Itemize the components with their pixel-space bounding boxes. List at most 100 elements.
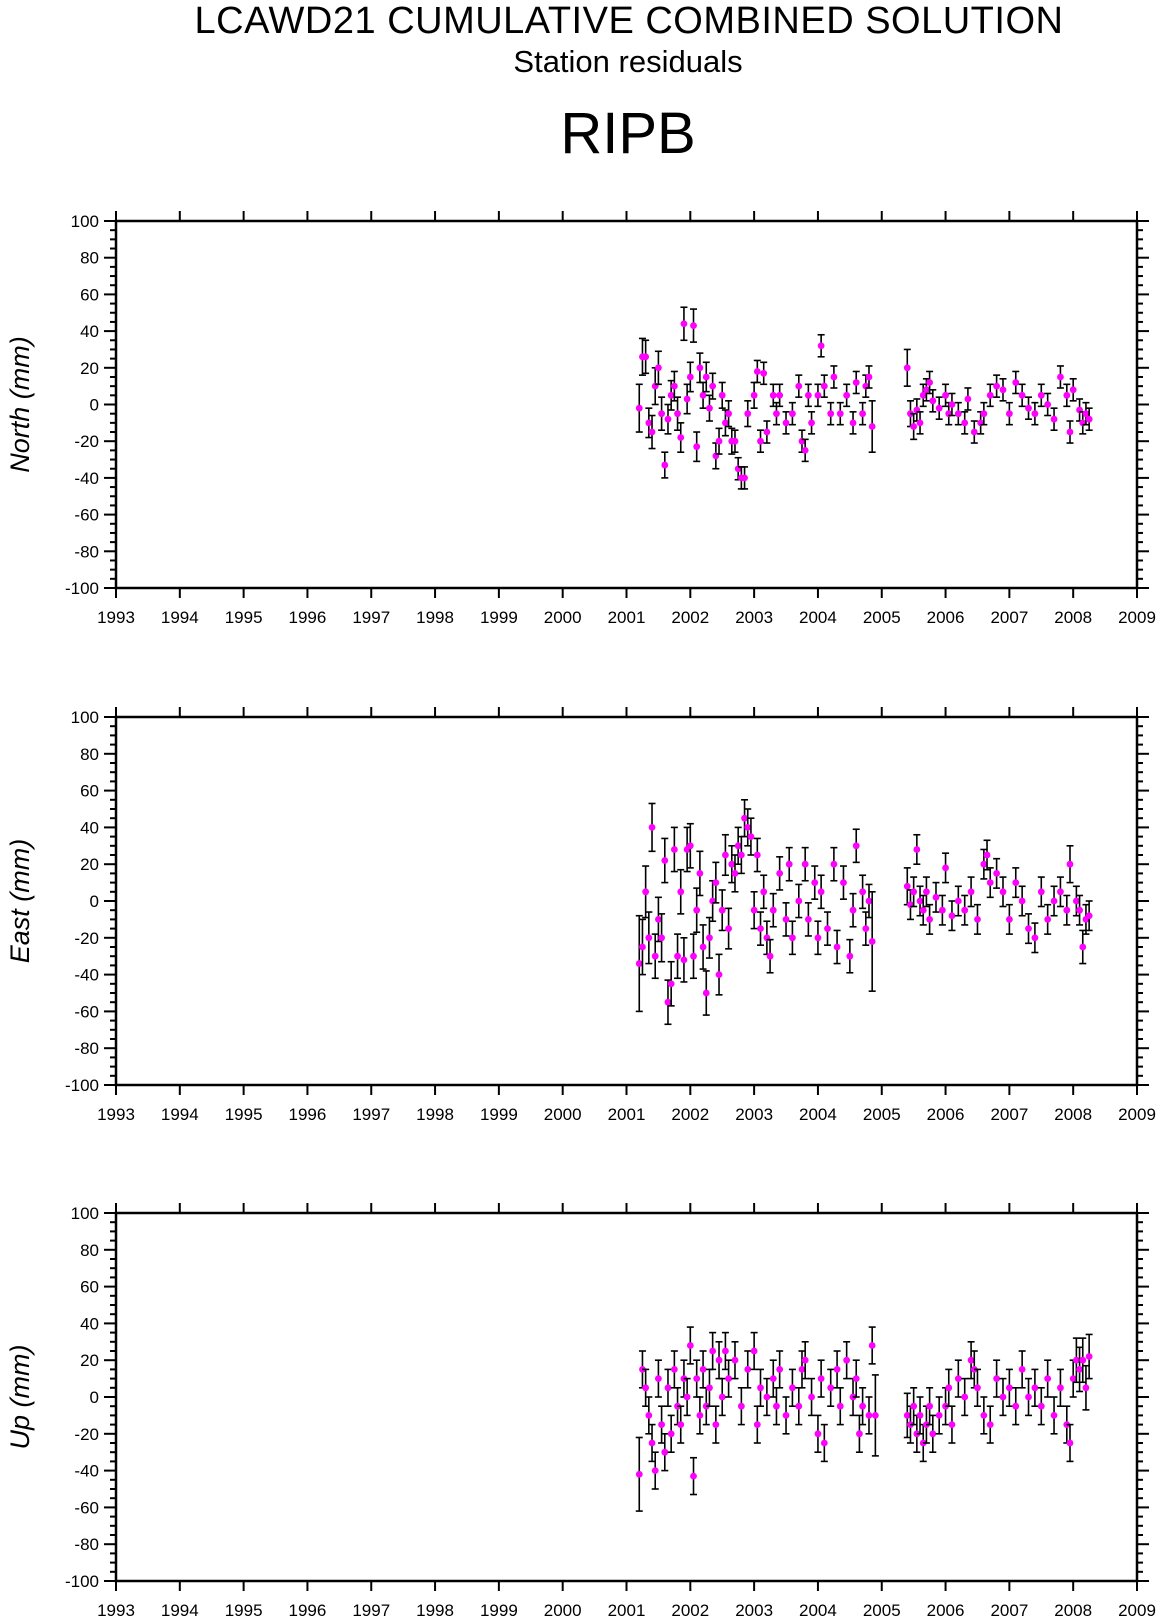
east-data-point (677, 888, 685, 896)
up-data-point (696, 1412, 704, 1419)
up-xtick-label: 2007 (990, 1601, 1028, 1620)
up-data-point (954, 1375, 962, 1382)
north-data-point (964, 395, 972, 403)
up-data-point (1069, 1375, 1077, 1382)
north-data-point (843, 391, 851, 399)
east-data-point (712, 879, 720, 886)
north-ytick-label: 80 (80, 249, 99, 268)
north-data-point (722, 419, 729, 427)
north-xtick-label: 1999 (480, 608, 518, 627)
north-data-point (741, 474, 748, 482)
north-data-point (929, 397, 937, 405)
up-ytick-label: 80 (80, 1241, 99, 1260)
up-data-point (718, 1393, 726, 1401)
east-data-point (1063, 906, 1071, 914)
east-data-point (750, 906, 758, 914)
north-ytick-label: 100 (71, 212, 99, 231)
station-name: RIPB (560, 101, 696, 166)
east-data-point (852, 842, 860, 850)
north-data-point (731, 437, 739, 445)
up-xtick-label: 1999 (480, 1601, 518, 1620)
north-data-point (744, 410, 752, 418)
north-ytick-label: 20 (80, 359, 99, 378)
east-data-point (642, 888, 650, 896)
east-data-point (776, 870, 784, 877)
up-data-point (635, 1470, 643, 1478)
east-data-point (1079, 943, 1087, 951)
east-data-point (840, 879, 847, 886)
up-xtick-label: 2008 (1054, 1601, 1092, 1620)
north-data-point (954, 410, 962, 418)
up-data-point (808, 1393, 815, 1401)
north-data-point (645, 419, 653, 427)
up-data-point (836, 1402, 844, 1410)
east-data-point (1066, 860, 1074, 868)
up-ytick-label: 100 (71, 1204, 99, 1223)
north-data-point (690, 322, 697, 329)
east-data-point (859, 888, 867, 896)
up-data-point (1082, 1384, 1090, 1392)
north-data-point (674, 410, 681, 418)
north-data-point (635, 404, 643, 412)
up-data-point (865, 1412, 873, 1419)
east-data-point (1005, 916, 1013, 923)
up-data-point (645, 1412, 653, 1419)
up-data-point (661, 1448, 669, 1456)
up-data-point (1012, 1402, 1020, 1410)
east-data-point (916, 897, 924, 905)
east-data-point (1012, 879, 1020, 886)
east-data-point (1018, 897, 1026, 905)
north-data-point (926, 379, 934, 386)
up-data-point (690, 1472, 697, 1480)
east-data-point (690, 952, 697, 960)
north-data-point (830, 373, 838, 381)
up-data-point (750, 1347, 758, 1355)
north-ytick-label: -40 (74, 469, 99, 488)
up-xtick-label: 2002 (671, 1601, 709, 1620)
east-data-point (795, 897, 803, 905)
east-xtick-label: 1998 (416, 1105, 454, 1124)
east-xtick-label: 1996 (289, 1105, 327, 1124)
up-xtick-label: 2001 (608, 1601, 646, 1620)
east-data-point (757, 925, 764, 932)
north-data-point (808, 419, 815, 427)
up-data-point (706, 1384, 713, 1392)
east-data-point (725, 925, 732, 932)
north-xtick-label: 2004 (799, 608, 837, 627)
east-data-point (766, 952, 774, 960)
east-xtick-label: 1999 (480, 1105, 518, 1124)
up-xtick-label: 2006 (927, 1601, 965, 1620)
east-data-point (932, 893, 940, 901)
east-xtick-label: 2007 (990, 1105, 1028, 1124)
east-data-point (1057, 888, 1064, 896)
north-data-point (923, 386, 930, 394)
up-data-point (683, 1393, 691, 1401)
up-data-point (715, 1356, 723, 1364)
east-data-point (804, 916, 812, 923)
east-data-point (696, 870, 704, 877)
east-data-point (699, 943, 707, 951)
east-ytick-label: 20 (80, 855, 99, 874)
east-data-point (664, 998, 672, 1006)
up-data-point (993, 1375, 1001, 1382)
north-data-point (970, 428, 978, 436)
east-data-point (1044, 916, 1052, 923)
up-data-point (827, 1384, 835, 1392)
up-data-point (709, 1347, 717, 1355)
north-data-point (1063, 391, 1071, 399)
east-data-point (910, 888, 918, 896)
north-data-point (1085, 415, 1093, 423)
east-data-point (923, 888, 930, 896)
east-ytick-label: -60 (74, 1002, 99, 1021)
east-data-point (789, 934, 796, 942)
up-ytick-label: 20 (80, 1351, 99, 1370)
north-xtick-label: 2009 (1118, 608, 1156, 627)
north-xtick-label: 2002 (671, 608, 709, 627)
up-data-point (1085, 1353, 1093, 1360)
up-ytick-label: -40 (74, 1462, 99, 1481)
north-data-point (865, 373, 873, 381)
east-data-point (814, 934, 822, 942)
east-data-point (961, 906, 969, 914)
east-plot-frame (114, 715, 1139, 1087)
east-data-point (1072, 897, 1080, 905)
